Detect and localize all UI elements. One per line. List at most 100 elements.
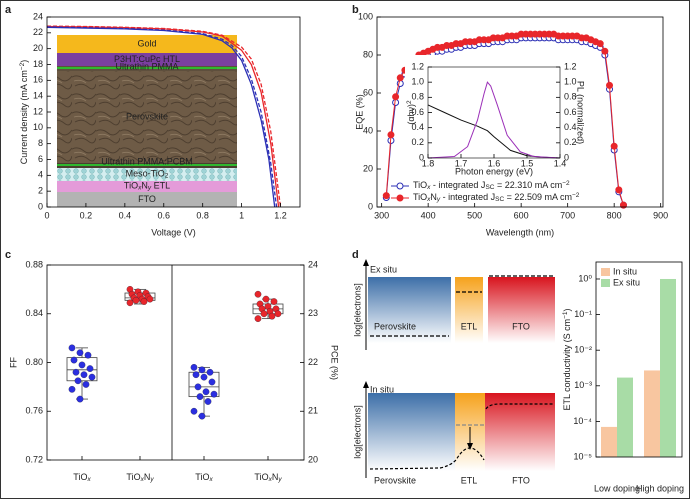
tick-label: 23 [308,308,318,318]
legend-marker [396,194,404,202]
marker [382,192,390,200]
tick-label: 14 [33,91,43,101]
legend-swatch [601,279,610,287]
text-part: = 22.310 mA cm [494,180,562,190]
tick-label: 8 [38,138,43,148]
tick-label: 0.76 [25,406,43,416]
point [254,315,262,322]
tick-label: 0.8 [564,92,577,102]
diagram-axis-label: log[electrons] [352,405,362,459]
tick-label: 21 [308,406,318,416]
point [72,368,80,376]
text-part: Current density (mA cm [19,70,29,164]
point [70,356,78,364]
point [210,390,218,398]
point [68,344,76,352]
point [206,368,214,376]
tick-label: 4 [38,170,43,180]
point [76,395,84,403]
point [86,365,94,372]
tick-label: 1.6 [488,158,501,168]
legend-label: TiOx - integrated JSC = 22.310 mA cm−2 [413,180,570,191]
tick-label: 6 [38,154,43,164]
x-axis-label: Voltage (V) [151,227,196,237]
tick-label: 0.4 [564,122,577,132]
legend-label: TiOxNy - integrated JSC = 22.509 mA cm−2 [413,192,580,203]
tick-label: 22 [308,357,318,367]
tick-label: 0.80 [25,357,43,367]
tick-label: 400 [421,210,436,220]
point [198,366,206,374]
tick-label: 900 [653,210,668,220]
tick-label: 1.0 [411,77,424,87]
text-part: Meso-TiO [126,169,165,179]
block-label: Perovskite [374,475,416,485]
panel-letter: a [5,4,12,16]
bar [601,426,617,457]
tick-label: 100 [358,11,373,21]
point [76,349,84,357]
tick-label: 10⁻⁵ [574,451,593,461]
point [200,373,208,381]
text-part: N [141,181,148,191]
text-part: x [137,185,142,192]
tick-label: 1.4 [554,158,567,168]
text-part: N [430,192,437,202]
tick-label: 0 [368,201,373,211]
point [82,381,90,388]
tick-label: 1.5 [521,158,534,168]
tick-label: 0 [564,152,569,162]
layer-label: Perovskite [126,111,168,121]
block-label: Perovskite [374,321,416,331]
point [208,378,216,386]
block-label: ETL [461,321,478,331]
text-part: TiO [195,472,209,482]
marker [601,47,609,55]
tick-label: 0.8 [196,210,209,220]
layer-label: Ultrathin PMMA:PCBM [101,156,193,166]
marker [396,74,404,82]
y2-axis-label: PL (normalized) [576,81,586,144]
text-part: 2 [165,173,169,180]
point [140,298,148,305]
layer-label: TiOxNy ETL [124,181,170,192]
marker [392,93,400,101]
point [146,295,154,303]
text-part: = 22.509 mA cm [504,192,572,202]
line [46,26,276,208]
marker [606,81,614,89]
tick-label: 18 [33,59,43,69]
text-part: y [149,476,154,483]
x-tick-label: TiOxNy [126,472,154,483]
tick-label: 0.84 [25,308,43,318]
tick-label: 1.2 [411,61,424,71]
tick-label: 10⁻⁴ [573,416,592,426]
panel-letter: d [352,249,359,261]
tick-label: 1.8 [422,158,435,168]
text-part: ETL conductivity (S cm [562,319,572,411]
tick-label: 20 [33,43,43,53]
block-label: ETL [461,475,478,485]
tick-label: 10 [33,122,43,132]
layer [57,168,237,181]
panel-letter: b [352,4,359,16]
tick-label: 1 [239,210,244,220]
tick-label: 0.2 [80,210,93,220]
tick-label: 60 [363,87,373,97]
y-axis-label: ETL conductivity (S cm−1) [562,308,572,410]
inset-bg [405,55,590,180]
point [254,290,262,298]
tick-label: 0.4 [411,122,424,132]
y-axis-label: (αhν)2 [406,100,416,125]
tick-label: 22 [33,27,43,37]
point [84,351,92,359]
tick-label: 0.2 [564,137,577,147]
tick-label: 800 [607,210,622,220]
text-part: x [426,184,431,191]
tick-label: 0 [44,210,49,220]
marker [387,131,395,139]
panel-letter: c [5,249,11,261]
layer [57,181,237,192]
point [190,364,198,371]
tick-label: 40 [363,125,373,135]
